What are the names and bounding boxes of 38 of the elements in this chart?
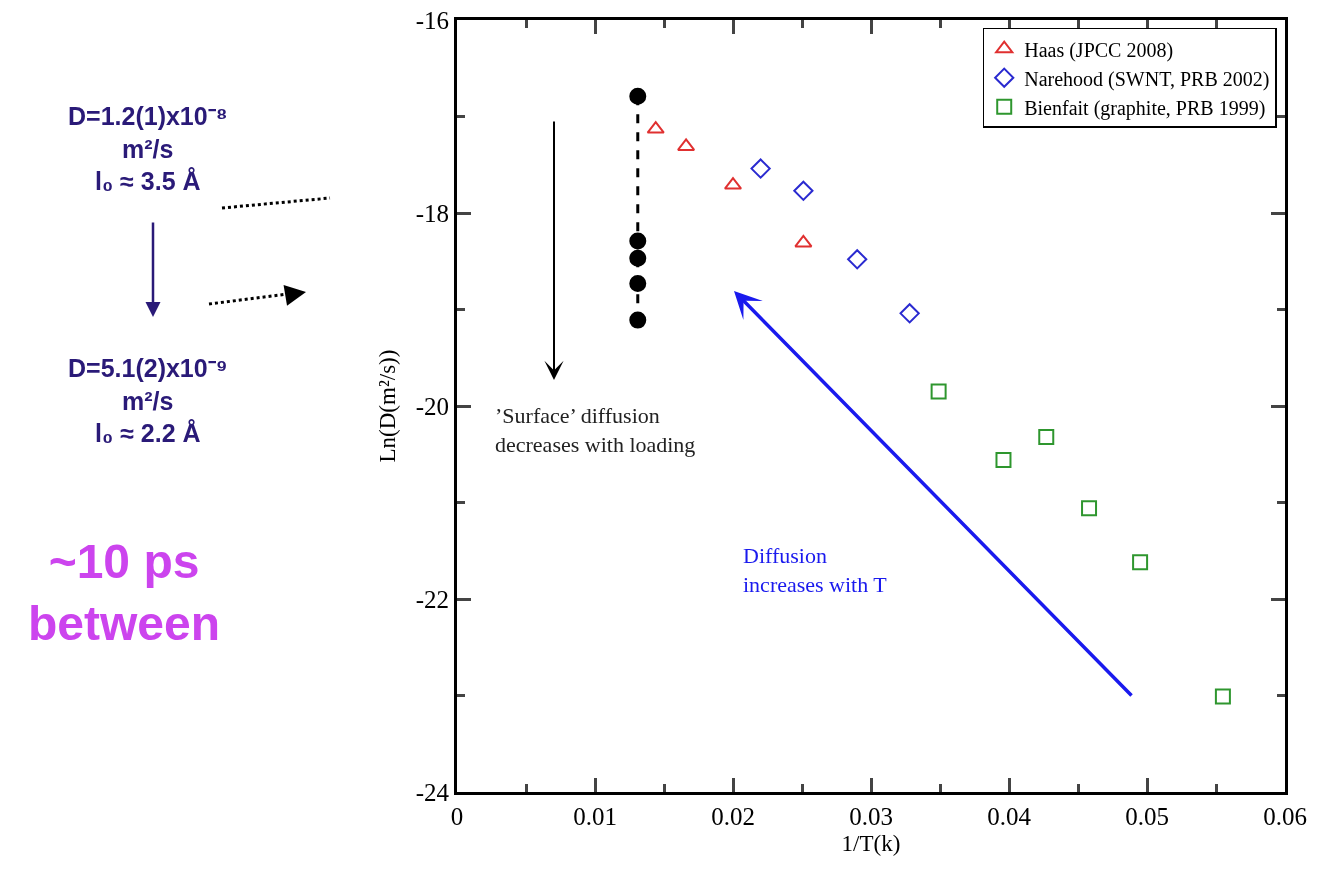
text: ~10 ps between <box>28 535 221 651</box>
point <box>750 158 771 179</box>
x-tick-label: 0.05 <box>1125 803 1169 830</box>
point <box>793 180 814 201</box>
y-tick-label: -16 <box>415 6 449 34</box>
point <box>1081 500 1098 517</box>
y-tick-label: -20 <box>415 392 449 420</box>
point <box>1214 688 1231 705</box>
point <box>794 234 813 248</box>
y-tick-label: -24 <box>415 778 450 806</box>
x-tick-label: 0.01 <box>573 803 617 830</box>
point <box>930 383 947 400</box>
legend-label: Bienfait (graphite, PRB 1999) <box>1024 96 1266 120</box>
x-tick-label: 0 <box>450 803 464 830</box>
text: D=1.2(1)x10⁻⁸ m²/s l₀ ≈ 3.5 Å <box>68 102 228 195</box>
point <box>899 303 920 324</box>
legend-label: Narehood (SWNT, PRB 2002) <box>1024 67 1270 91</box>
point <box>629 87 647 105</box>
point <box>1132 554 1149 571</box>
y-tick-label: -18 <box>415 199 449 227</box>
y-tick-label: -22 <box>415 585 449 613</box>
point <box>1038 428 1055 445</box>
point <box>629 311 647 329</box>
x-axis-title: 1/T(k) <box>841 830 901 856</box>
text: D=5.1(2)x10⁻⁹ m²/s l₀ ≈ 2.2 Å <box>68 354 228 447</box>
annotation: ’Surface’ diffusion decreases with loading <box>495 403 696 457</box>
point <box>995 452 1012 469</box>
annotation: Diffusion increases with T <box>743 543 888 597</box>
point <box>847 249 868 270</box>
point <box>629 249 647 267</box>
y-axis-title: Ln(D(m²/s)) <box>375 349 401 463</box>
point <box>629 274 647 292</box>
point <box>629 232 647 250</box>
x-tick-label: 0.03 <box>849 803 893 830</box>
legend-label: Haas (JPCC 2008) <box>1024 38 1174 62</box>
x-tick-label: 0.02 <box>711 803 755 830</box>
x-tick-label: 0.04 <box>987 803 1032 830</box>
x-tick-label: 0.06 <box>1263 803 1307 830</box>
